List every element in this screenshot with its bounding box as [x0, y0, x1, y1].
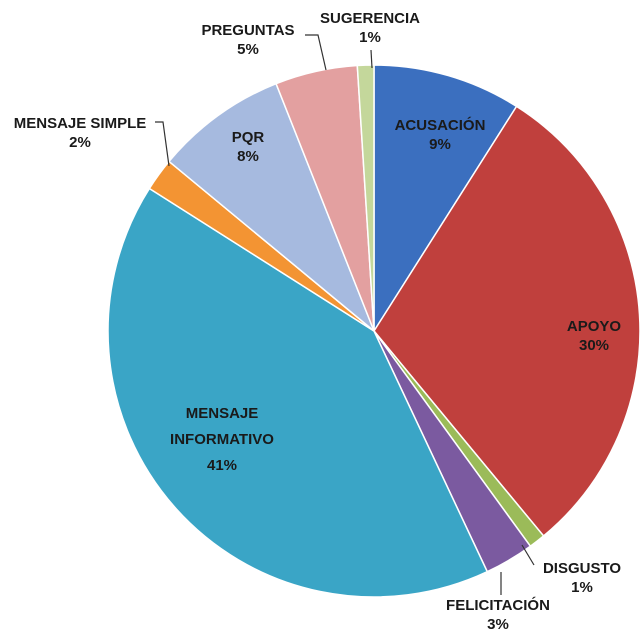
- category-name: MENSAJE SIMPLE: [13, 115, 147, 132]
- category-name: SUGERENCIA: [319, 10, 421, 27]
- value-label: 30%: [578, 337, 610, 354]
- slice-label: PREGUNTAS 5%: [201, 21, 294, 59]
- slice-label: FELICITACIÓN 3%: [446, 596, 550, 634]
- category-name: MENSAJE INFORMATIVO: [170, 405, 274, 448]
- slice-label: ACUSACIÓN 9%: [395, 116, 486, 154]
- category-name: DISGUSTO: [542, 560, 622, 577]
- category-name: ACUSACIÓN: [394, 117, 486, 134]
- category-name: PREGUNTAS: [201, 22, 295, 39]
- value-label: 5%: [237, 41, 259, 58]
- slice-label: MENSAJE SIMPLE 2%: [14, 114, 147, 152]
- value-label: 8%: [237, 148, 259, 165]
- pie-slice: [167, 82, 375, 332]
- pie-slice: [373, 105, 640, 538]
- category-name: FELICITACIÓN: [446, 597, 550, 614]
- category-name: APOYO: [566, 318, 622, 335]
- pie-slice: [356, 64, 375, 332]
- pie-slice: [373, 64, 518, 334]
- value-label: 1%: [571, 579, 593, 596]
- slice-label: MENSAJE INFORMATIVO 41%: [152, 401, 292, 479]
- leader-line: [370, 49, 373, 69]
- value-label: 41%: [206, 457, 238, 474]
- value-label: 2%: [69, 134, 91, 151]
- leader-lines: [155, 34, 535, 595]
- leader-line: [155, 121, 170, 167]
- leader-line: [305, 34, 327, 71]
- slice-label: PQR 8%: [232, 128, 265, 166]
- leader-line: [521, 544, 535, 566]
- slices: [107, 64, 640, 598]
- pie-slice: [107, 187, 489, 598]
- slice-label: DISGUSTO 1%: [543, 559, 621, 597]
- slice-label: APOYO 30%: [567, 317, 621, 355]
- value-label: 3%: [487, 616, 509, 633]
- slice-label: SUGERENCIA 1%: [320, 9, 420, 47]
- value-label: 9%: [429, 136, 451, 153]
- category-name: PQR: [231, 129, 265, 146]
- value-label: 1%: [359, 29, 381, 46]
